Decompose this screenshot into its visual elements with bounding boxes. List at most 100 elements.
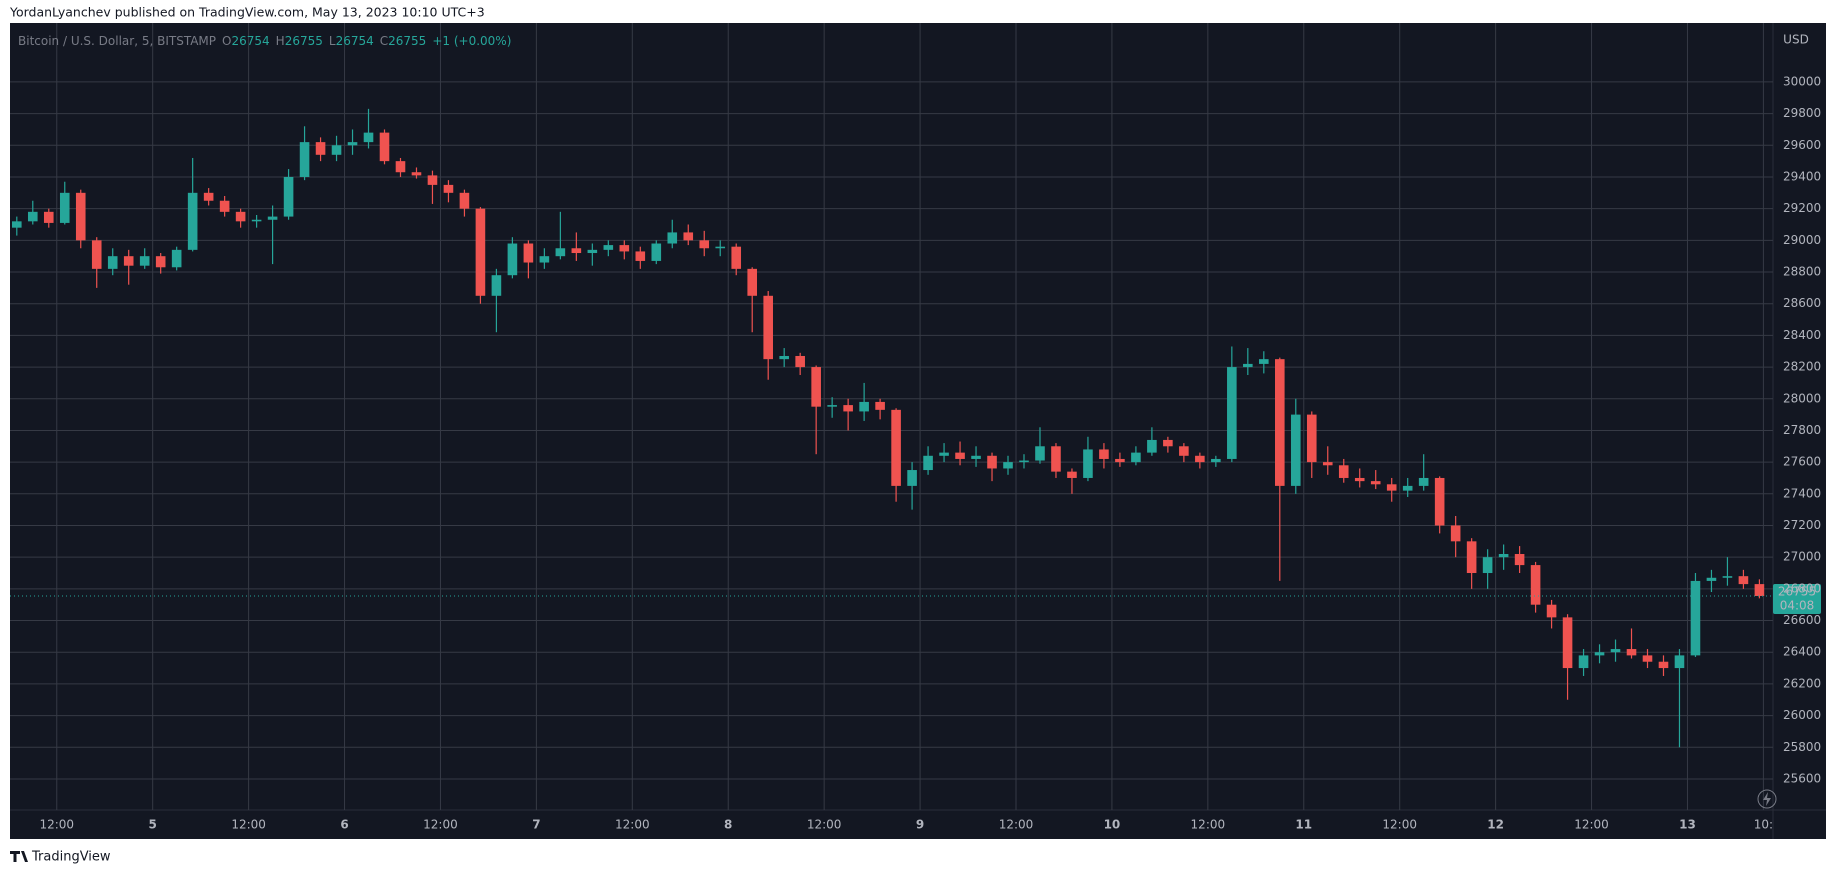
y-tick-label: 26200	[1783, 676, 1821, 690]
candle-body	[1163, 439, 1173, 447]
y-tick-label: 30000	[1783, 74, 1821, 88]
ohlc-label: C	[380, 34, 388, 48]
candle-body	[795, 355, 805, 368]
brand-logo	[10, 851, 28, 862]
candle-body	[1370, 481, 1381, 485]
y-tick-label: 27800	[1783, 423, 1821, 437]
candle-body	[43, 211, 54, 223]
y-tick-label: 27200	[1783, 518, 1821, 532]
candle-body	[587, 249, 598, 254]
x-tick-label: 9	[916, 818, 924, 832]
candle-body	[1738, 576, 1749, 585]
ohlc-value: 26754	[336, 34, 374, 48]
change: +1 (+0.00%)	[432, 34, 511, 48]
candle-body	[283, 176, 294, 217]
candle-body	[427, 175, 438, 185]
candle-body	[651, 243, 662, 261]
candle-body	[1259, 359, 1269, 364]
y-tick-label: 26400	[1783, 645, 1821, 659]
candle-body	[939, 452, 949, 456]
x-tick-label: 7	[532, 818, 540, 832]
candle-body	[1211, 458, 1221, 463]
candle-body	[11, 221, 22, 228]
candle-body	[875, 401, 885, 410]
x-tick-label: 12:00	[1574, 818, 1609, 832]
x-tick-label: 6	[340, 818, 348, 832]
candle-body	[987, 455, 997, 469]
candle-body	[1626, 649, 1637, 656]
candle-body	[91, 240, 102, 269]
candle-body	[635, 251, 646, 261]
candle-body	[843, 405, 853, 412]
y-tick-label: 28000	[1783, 391, 1821, 405]
x-tick-label: 12:00	[231, 818, 266, 832]
candle-body	[491, 275, 502, 296]
candle-body	[1274, 359, 1285, 486]
candle-body	[347, 142, 358, 146]
candle-body	[1690, 580, 1701, 656]
last-price-box	[1773, 583, 1821, 614]
candle-body	[1099, 449, 1109, 459]
y-tick-label: 28200	[1783, 360, 1821, 374]
candle-body	[75, 192, 86, 241]
countdown: 04:08	[1780, 598, 1815, 612]
candle-body	[1514, 554, 1525, 566]
candle-body	[1322, 462, 1333, 466]
candle-body	[1722, 576, 1733, 578]
candle-body	[187, 192, 198, 250]
candle-body	[715, 246, 726, 249]
candle-body	[1290, 414, 1301, 486]
candle-body	[1035, 446, 1045, 461]
lightning-icon[interactable]	[1757, 789, 1777, 809]
candle-body	[411, 172, 422, 176]
candle-body	[955, 452, 965, 459]
candle-body	[363, 132, 374, 143]
candle-body	[603, 245, 614, 250]
chart-panel	[10, 23, 1826, 839]
candle-body	[1354, 477, 1365, 482]
x-tick-label: 12:00	[615, 818, 650, 832]
candle-body	[523, 243, 534, 263]
candle-body	[907, 470, 917, 486]
candle-body	[107, 256, 118, 269]
candle-body	[1195, 455, 1205, 463]
x-tick-label: 12:00	[807, 818, 842, 832]
y-tick-label: 29600	[1783, 138, 1821, 152]
candle-body	[1482, 557, 1493, 574]
candle-body	[1115, 458, 1125, 463]
candle-body	[891, 409, 901, 486]
x-tick-label: 12:00	[1191, 818, 1226, 832]
candle-body	[507, 243, 518, 276]
y-tick-label: 27000	[1783, 550, 1821, 564]
x-tick-label: 12	[1487, 818, 1504, 832]
candle-body	[699, 240, 710, 249]
x-tick-label: 10:	[1754, 818, 1773, 832]
ohlc-label: L	[329, 34, 336, 48]
candle-body	[1642, 655, 1653, 662]
candle-body	[315, 142, 326, 155]
y-tick-label: 29000	[1783, 233, 1821, 247]
candle-body	[811, 367, 821, 407]
candle-body	[1434, 477, 1445, 526]
candle-body	[1051, 446, 1061, 472]
candle-body	[1610, 649, 1621, 653]
candle-body	[27, 211, 38, 222]
candle-body	[155, 256, 166, 268]
y-tick-label: 28600	[1783, 296, 1821, 310]
x-tick-label: 10	[1104, 818, 1121, 832]
x-tick-label: 12:00	[1382, 818, 1417, 832]
candle-body	[171, 249, 182, 268]
candle-body	[1754, 584, 1765, 596]
candle-body	[219, 200, 230, 212]
candle-body	[571, 248, 582, 254]
y-tick-label: 26600	[1783, 613, 1821, 627]
y-tick-label: 26800	[1783, 581, 1821, 595]
candle-body	[1546, 604, 1557, 618]
candle-body	[1147, 439, 1157, 453]
candle-body	[1067, 471, 1077, 478]
candle-body	[1019, 460, 1029, 463]
candle-body	[203, 192, 214, 201]
candle-body	[1179, 446, 1189, 456]
y-tick-label: 29800	[1783, 106, 1821, 120]
